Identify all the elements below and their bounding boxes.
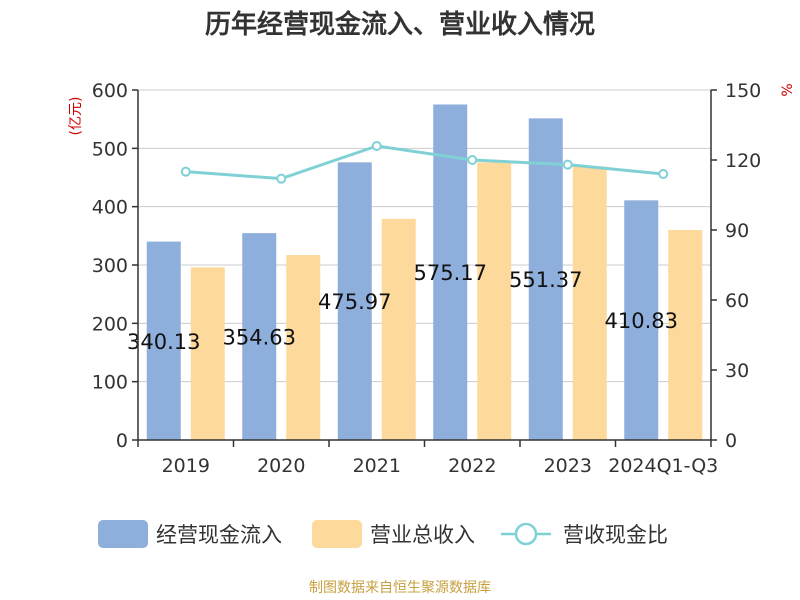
x-tick-label: 2024Q1-Q3 [608,455,718,477]
bar-2023-2 [572,166,607,440]
axes: 0 100 200 300 400 500 600 0 30 60 90 120 150 2019 2020… [68,80,796,477]
y-left-tick-label: 300 [92,255,128,277]
ratio-line [180,141,669,184]
y-right-tick-label: 120 [725,150,761,172]
y-left-tick-label: 0 [116,430,128,452]
x-tick-label: 2021 [353,455,401,477]
ratio-point [276,173,287,184]
bar-value-label: 575.17 [414,261,487,285]
bar-value-label: 340.13 [127,330,200,354]
y-left-tick-label: 500 [92,138,128,160]
x-tick-label: 2019 [162,455,210,477]
y-left-tick-label: 200 [92,313,128,335]
y-right-tick-label: 60 [725,290,749,312]
y-right-tick-label: 150 [725,80,761,102]
ratio-point [658,169,669,179]
y-right-tick-label: 30 [725,360,749,382]
bar-marks [146,104,703,441]
y-left-unit: (亿元) [68,97,84,136]
ratio-point [371,141,382,151]
grid-lines [138,89,711,383]
bar-value-label: 551.37 [509,268,582,292]
ratio-point [562,159,573,170]
bar-2021-1 [337,162,372,440]
y-left-tick-label: 600 [92,80,128,102]
source-note: 制图数据来自恒生聚源数据库 [309,580,491,596]
y-left-tick-label: 400 [92,197,128,219]
legend: 经营现金流入 营业总收入 营收现金比 [98,520,668,548]
bar-value-label: 410.83 [605,309,678,333]
y-left-tick-label: 100 [92,372,128,394]
bar-2022-2 [477,162,512,441]
ratio-point [467,155,478,165]
legend-label: 营收现金比 [563,523,668,547]
x-tick-label: 2023 [544,455,592,477]
bar-2020-1 [242,233,277,440]
x-tick-label: 2022 [448,455,496,477]
bar-2023-1 [528,118,563,441]
legend-label: 营业总收入 [370,523,475,547]
bar-2019-2 [190,267,225,440]
bar-value-labels: 340.13 354.63 475.97 575.17 551.37 410.83 [127,261,678,354]
chart-title: 历年经营现金流入、营业收入情况 [204,10,595,40]
ratio-point [180,166,191,177]
x-tick-label: 2020 [257,455,305,477]
ratio-line-path [185,144,664,181]
bar-2024Q1-Q3-2 [668,230,703,440]
legend-swatch [98,520,148,548]
legend-swatch [514,522,538,546]
bar-2022-1 [433,104,468,441]
y-right-tick-label: 90 [725,220,749,242]
bar-2021-2 [381,218,416,440]
bar-2024Q1-Q3-1 [624,200,659,440]
legend-label: 经营现金流入 [156,523,282,547]
y-right-unit: % [780,83,796,96]
bar-2020-2 [286,255,321,440]
bar-value-label: 354.63 [223,326,296,350]
bar-value-label: 475.97 [318,290,391,314]
bar-2019-1 [146,241,181,440]
y-right-tick-label: 0 [725,430,737,452]
legend-swatch [312,520,362,548]
